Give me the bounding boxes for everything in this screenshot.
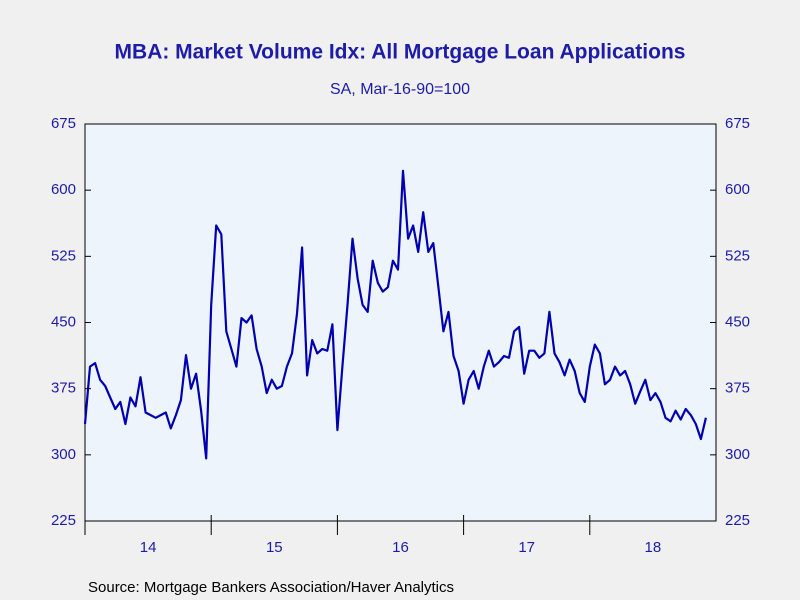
x-tick-label: 15 (266, 539, 283, 556)
y-tick-label: 450 (51, 313, 76, 330)
x-tick-label: 14 (140, 539, 157, 556)
y-tick-label: 300 (51, 446, 76, 463)
y2-tick-label: 675 (725, 115, 750, 132)
data-line (83, 169, 707, 460)
y2-tick-label: 300 (725, 446, 750, 463)
plot-area (84, 123, 717, 522)
x-tick-label: 16 (392, 539, 409, 556)
y-tick-label: 525 (51, 247, 76, 264)
x-tick-label: 18 (645, 539, 662, 556)
y2-tick-label: 600 (725, 181, 750, 198)
y-tick-label: 675 (51, 115, 76, 132)
x-tick-label: 17 (518, 539, 535, 556)
chart-subtitle: SA, Mar-16-90=100 (330, 81, 470, 98)
y-tick-label: 375 (51, 380, 76, 397)
y2-tick-label: 525 (725, 247, 750, 264)
y2-tick-label: 450 (725, 313, 750, 330)
y-tick-label: 225 (51, 512, 76, 529)
y-tick-label: 600 (51, 181, 76, 198)
chart-title: MBA: Market Volume Idx: All Mortgage Loa… (115, 41, 686, 64)
source-note: Source: Mortgage Bankers Association/Hav… (88, 579, 454, 596)
y2-tick-label: 375 (725, 380, 750, 397)
y2-tick-label: 225 (725, 512, 750, 529)
